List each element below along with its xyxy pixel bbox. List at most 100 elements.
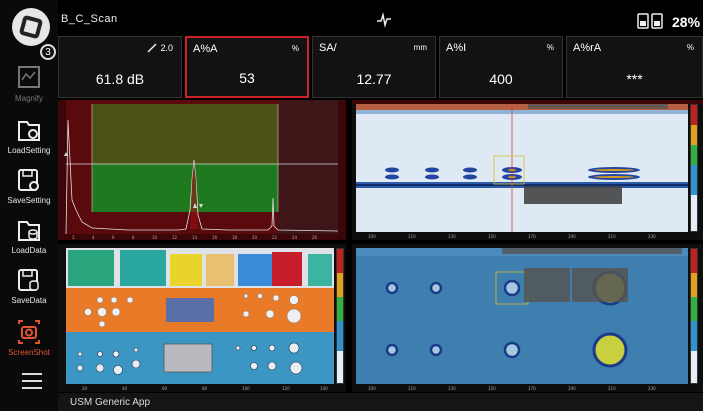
svg-text:230: 230 (648, 234, 656, 239)
sidebar: 3 Magnify LoadSetting SaveSetting LoadDa… (0, 0, 58, 411)
svg-text:150: 150 (488, 234, 496, 239)
reading-sound-path[interactable]: SA/ mm 12.77 (312, 36, 436, 98)
svg-text:210: 210 (608, 386, 616, 391)
reading-value: 12.77 (356, 71, 392, 87)
folder-database-icon (18, 221, 40, 241)
reading-unit: % (546, 43, 554, 52)
reading-label: A%rA (573, 42, 602, 54)
app-name: USM Generic App (70, 397, 151, 408)
svg-text:190: 190 (568, 386, 576, 391)
gate-b-region[interactable] (92, 164, 278, 212)
svg-text:24: 24 (292, 235, 298, 240)
load-setting-button[interactable]: LoadSetting (0, 116, 58, 155)
gate-a-region[interactable] (92, 104, 278, 164)
svg-text:26: 26 (312, 235, 318, 240)
cscan-view[interactable]: 100 110 130 150 170 190 210 230 (352, 244, 703, 392)
reading-label: SA/ (319, 42, 337, 54)
save-setting-label: SaveSetting (7, 196, 51, 205)
part-image-view[interactable]: 20 40 60 80 100 120 140 (58, 244, 346, 392)
reading-unit: % (686, 43, 694, 52)
bscan-view[interactable]: 100 110 130 150 170 190 210 230 (352, 100, 703, 240)
battery-icon (637, 13, 663, 29)
svg-text:80: 80 (202, 386, 208, 391)
screenshot-label: ScreenShot (8, 348, 50, 357)
magnify-label: Magnify (14, 94, 43, 103)
gain-step: 2.0 (160, 43, 173, 53)
screenshot-button[interactable]: ScreenShot (0, 318, 58, 357)
file-title: B_C_Scan (61, 13, 118, 25)
reading-gain[interactable]: 2.0 61.8 dB (58, 36, 182, 98)
reading-bar: 2.0 61.8 dB A%A % 53 SA/ mm 12.77 A%I % … (58, 36, 703, 98)
svg-text:100: 100 (242, 386, 250, 391)
menu-icon[interactable] (22, 373, 42, 394)
bscan-plot-area (356, 104, 688, 232)
reading-label: A%I (446, 42, 467, 54)
svg-text:12: 12 (172, 235, 178, 240)
svg-text:40: 40 (122, 386, 128, 391)
svg-text:100: 100 (368, 386, 376, 391)
svg-text:140: 140 (320, 386, 328, 391)
magnify-icon (18, 66, 40, 88)
bscan-measure-tooltip (524, 186, 622, 204)
svg-text:20: 20 (252, 235, 258, 240)
svg-text:170: 170 (528, 234, 536, 239)
svg-text:8: 8 (132, 235, 135, 240)
cscan-plot-area (356, 248, 688, 384)
reading-reference-amplitude[interactable]: A%rA % *** (566, 36, 703, 98)
svg-text:16: 16 (212, 235, 218, 240)
battery-percent: 28% (672, 14, 701, 30)
folder-gear-icon (18, 121, 40, 141)
svg-text:10: 10 (152, 235, 158, 240)
load-data-label: LoadData (11, 246, 47, 255)
svg-text:210: 210 (608, 234, 616, 239)
cscan-measure-tooltip-1 (524, 268, 570, 302)
load-data-button[interactable]: LoadData (0, 216, 58, 255)
svg-text:130: 130 (448, 234, 456, 239)
svg-text:14: 14 (192, 235, 198, 240)
svg-text:110: 110 (408, 234, 416, 239)
app-logo-icon[interactable] (12, 8, 50, 46)
load-setting-label: LoadSetting (7, 146, 51, 155)
cscan-info-strip (502, 248, 682, 254)
svg-text:6: 6 (112, 235, 115, 240)
reading-value: 53 (239, 70, 255, 86)
svg-text:22: 22 (272, 235, 278, 240)
pulse-icon[interactable] (376, 12, 392, 28)
header: B_C_Scan 28% (58, 8, 703, 36)
reading-value: *** (626, 71, 643, 87)
gain-value: 61.8 dB (95, 71, 145, 87)
notification-badge: 3 (40, 44, 56, 60)
status-bar: USM Generic App (58, 393, 703, 411)
svg-text:100: 100 (368, 234, 376, 239)
reading-interface[interactable]: A%I % 400 (439, 36, 563, 98)
camera-icon (18, 320, 40, 344)
svg-text:4: 4 (92, 235, 95, 240)
svg-text:110: 110 (408, 386, 416, 391)
reading-label: A%A (193, 43, 218, 55)
svg-text:150: 150 (488, 386, 496, 391)
svg-text:230: 230 (648, 386, 656, 391)
save-database-icon (18, 269, 39, 291)
save-setting-button[interactable]: SaveSetting (0, 166, 58, 205)
svg-text:60: 60 (162, 386, 168, 391)
save-gear-icon (18, 169, 39, 191)
reading-unit: % (291, 44, 299, 53)
bscan-gate-box[interactable] (493, 155, 525, 185)
svg-text:190: 190 (568, 234, 576, 239)
reading-unit: mm (413, 43, 427, 52)
svg-text:20: 20 (82, 386, 88, 391)
bscan-info-strip (528, 104, 668, 109)
magnify-button[interactable]: Magnify (0, 64, 58, 103)
gain-step-icon (147, 43, 157, 53)
svg-text:18: 18 (232, 235, 238, 240)
reading-amplitude[interactable]: A%A % 53 (185, 36, 309, 98)
ascan-signal (65, 119, 339, 235)
svg-text:170: 170 (528, 386, 536, 391)
save-data-button[interactable]: SaveData (0, 266, 58, 305)
svg-text:2: 2 (72, 235, 75, 240)
svg-text:120: 120 (282, 386, 290, 391)
svg-text:130: 130 (448, 386, 456, 391)
save-data-label: SaveData (11, 296, 47, 305)
reading-value: 400 (489, 71, 513, 87)
